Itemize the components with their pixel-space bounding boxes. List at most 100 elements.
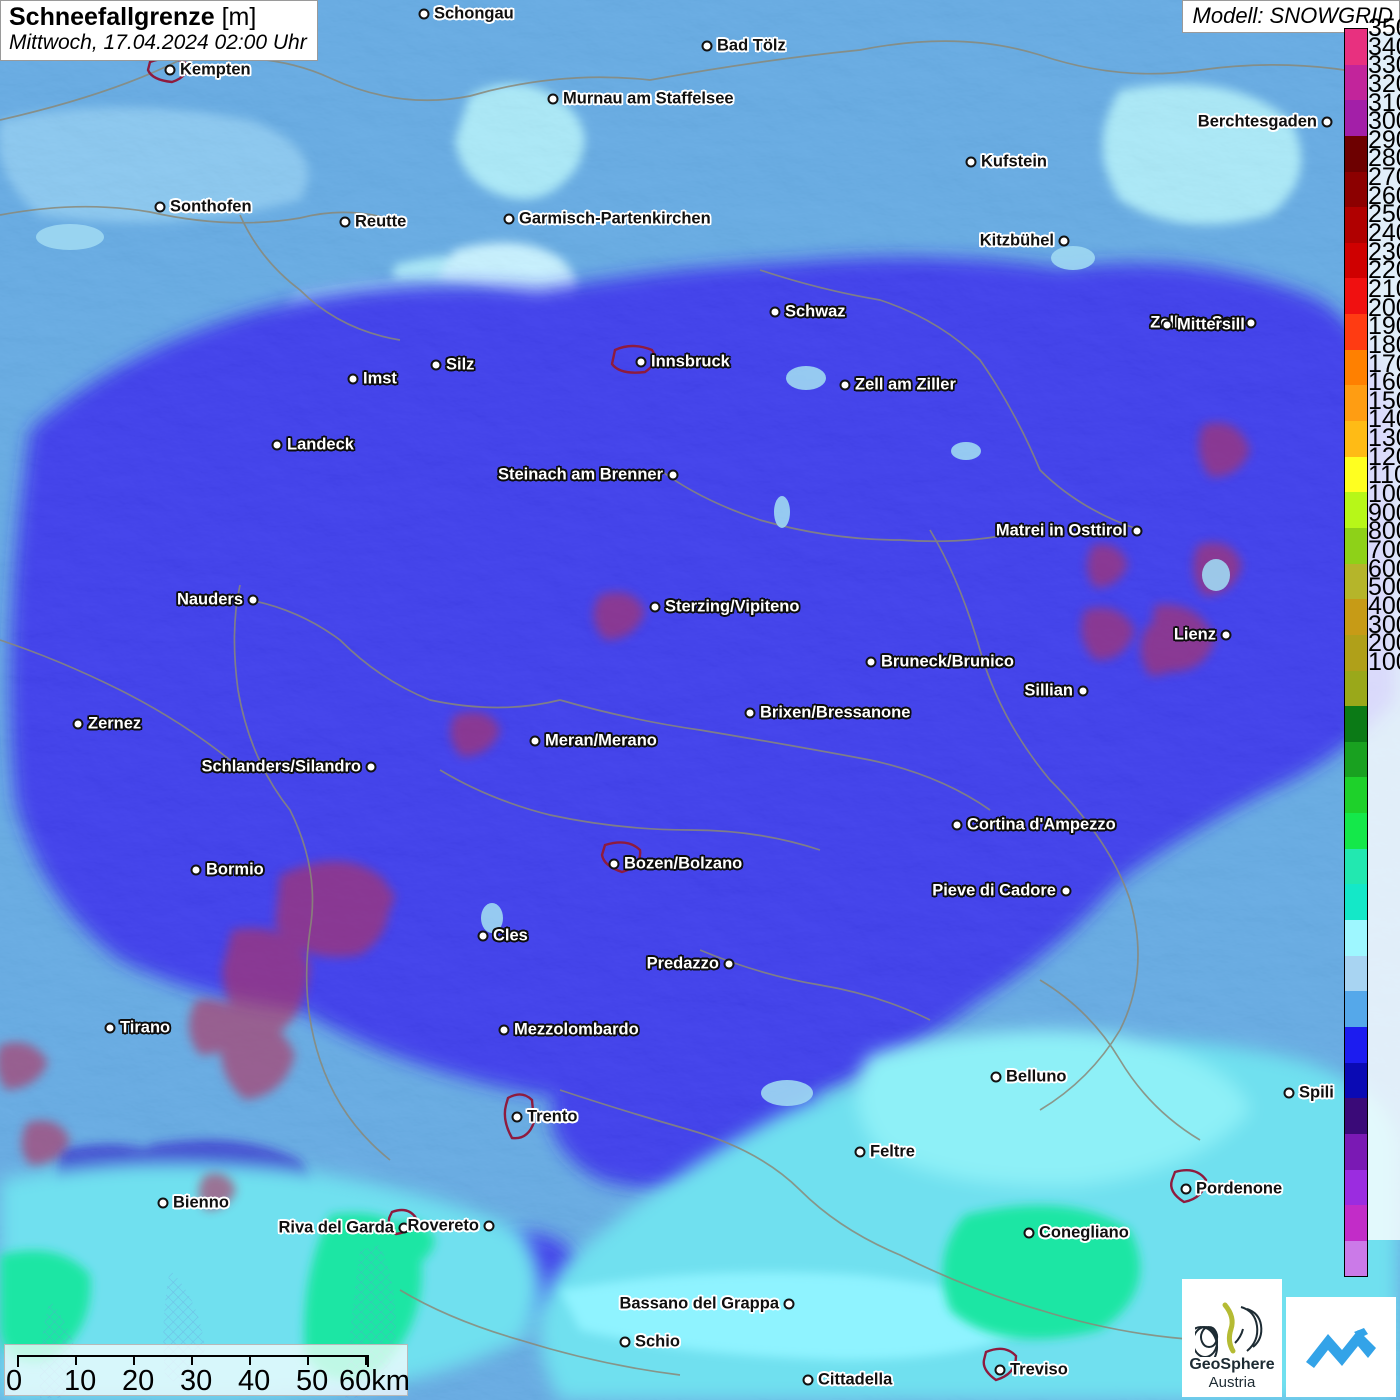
- legend-swatch-3300[interactable]: [1344, 100, 1368, 136]
- legend-tick-3400: 3400: [1368, 32, 1400, 61]
- city-dot-icon: [72, 718, 84, 730]
- city-dot-icon: [339, 216, 351, 228]
- legend-tick-2500: 2500: [1368, 200, 1400, 229]
- legend-swatch-2900[interactable]: [1344, 242, 1368, 279]
- city-dot-icon: [608, 858, 620, 870]
- legend-swatch-3400[interactable]: [1344, 64, 1368, 101]
- city-label: Sonthofen: [170, 197, 252, 216]
- scale-label-60km: 60km: [339, 1365, 410, 1397]
- city-dot-icon: [1023, 1227, 1035, 1239]
- scale-label-30: 30: [180, 1365, 213, 1397]
- legend-tick-600: 600: [1368, 554, 1400, 583]
- legend-tick-700: 700: [1368, 535, 1400, 564]
- color-scale-legend[interactable]: 3500340033003200310030002900280027002600…: [1318, 14, 1400, 1278]
- legend-swatch-2700[interactable]: [1344, 314, 1368, 350]
- legend-swatch-2800[interactable]: [1344, 278, 1368, 315]
- legend-tick-1200: 1200: [1368, 442, 1400, 471]
- legend-tick-1700: 1700: [1368, 349, 1400, 378]
- scale-label-50: 50: [296, 1365, 329, 1397]
- legend-tick-labels: 3500340033003200310030002900280027002600…: [1368, 14, 1400, 680]
- city-dot-icon: [511, 1111, 523, 1123]
- legend-swatch-2300[interactable]: [1344, 456, 1368, 493]
- city-dot-icon: [1321, 116, 1333, 128]
- legend-tick-400: 400: [1368, 591, 1400, 620]
- legend-swatch-2500[interactable]: [1344, 385, 1368, 422]
- city-dot-icon: [190, 864, 202, 876]
- scale-label-40: 40: [238, 1365, 271, 1397]
- legend-swatch-2000[interactable]: [1344, 563, 1368, 600]
- legend-tick-100: 100: [1368, 647, 1400, 676]
- city-dot-icon: [164, 64, 176, 76]
- legend-swatch-1900[interactable]: [1344, 599, 1368, 635]
- legend-swatch-100[interactable]: [1344, 1240, 1368, 1278]
- legend-swatch-200[interactable]: [1344, 1205, 1368, 1241]
- legend-tick-3300: 3300: [1368, 51, 1400, 80]
- city-label: Mittersill: [1177, 315, 1245, 334]
- legend-tick-500: 500: [1368, 573, 1400, 602]
- legend-swatch-3200[interactable]: [1344, 135, 1368, 172]
- city-dot-icon: [418, 8, 430, 20]
- legend-swatch-600[interactable]: [1344, 1062, 1368, 1099]
- city-label: Imst: [363, 369, 397, 388]
- city-label: Schlanders/Silandro: [201, 757, 361, 776]
- scale-tick-6: [365, 1355, 367, 1365]
- city-label: Bienno: [173, 1193, 229, 1212]
- legend-tick-1800: 1800: [1368, 330, 1400, 359]
- legend-swatch-500[interactable]: [1344, 1098, 1368, 1134]
- legend-swatch-2200[interactable]: [1344, 492, 1368, 528]
- city-dot-icon: [1060, 885, 1072, 897]
- legend-tick-2600: 2600: [1368, 181, 1400, 210]
- legend-swatch-300[interactable]: [1344, 1169, 1368, 1206]
- title-timestamp: Mittwoch, 17.04.2024 02:00 Uhr: [9, 31, 307, 54]
- scale-bar: 0 10 20 30 40 50 60km: [4, 1344, 410, 1397]
- legend-swatch-1600[interactable]: [1344, 706, 1368, 742]
- legend-swatch-800[interactable]: [1344, 991, 1368, 1027]
- legend-swatches: [1344, 28, 1368, 1278]
- city-dot-icon: [483, 1220, 495, 1232]
- legend-swatch-2100[interactable]: [1344, 527, 1368, 564]
- city-label: Kempten: [180, 60, 251, 79]
- legend-swatch-1200[interactable]: [1344, 848, 1368, 885]
- legend-swatch-1500[interactable]: [1344, 741, 1368, 778]
- legend-tick-1900: 1900: [1368, 312, 1400, 341]
- city-label: Landeck: [287, 435, 354, 454]
- legend-swatch-1700[interactable]: [1344, 670, 1368, 707]
- city-dot-icon: [965, 156, 977, 168]
- city-label: Zell am Ziller: [855, 375, 956, 394]
- legend-tick-2000: 2000: [1368, 293, 1400, 322]
- city-dot-icon: [529, 735, 541, 747]
- city-label: Kufstein: [981, 152, 1047, 171]
- legend-swatch-700[interactable]: [1344, 1026, 1368, 1063]
- city-label: Belluno: [1006, 1067, 1067, 1086]
- city-label: Bruneck/Brunico: [881, 652, 1014, 671]
- city-dot-icon: [503, 213, 515, 225]
- city-dot-icon: [865, 656, 877, 668]
- city-label: Cortina d'Ampezzo: [967, 815, 1116, 834]
- legend-swatch-3100[interactable]: [1344, 171, 1368, 208]
- legend-tick-1100: 1100: [1368, 461, 1400, 490]
- legend-swatch-3000[interactable]: [1344, 207, 1368, 243]
- city-dot-icon: [154, 201, 166, 213]
- legend-tick-1400: 1400: [1368, 405, 1400, 434]
- legend-swatch-1400[interactable]: [1344, 777, 1368, 814]
- legend-tick-3100: 3100: [1368, 88, 1400, 117]
- scale-label-0: 0: [6, 1365, 23, 1397]
- legend-swatch-2600[interactable]: [1344, 349, 1368, 386]
- city-dot-icon: [744, 707, 756, 719]
- city-dot-icon: [365, 761, 377, 773]
- legend-swatch-1800[interactable]: [1344, 634, 1368, 671]
- legend-swatch-2400[interactable]: [1344, 421, 1368, 457]
- legend-swatch-900[interactable]: [1344, 955, 1368, 992]
- legend-swatch-1100[interactable]: [1344, 884, 1368, 921]
- legend-swatch-1000[interactable]: [1344, 920, 1368, 956]
- city-dot-icon: [547, 93, 559, 105]
- legend-swatch-1300[interactable]: [1344, 813, 1368, 849]
- legend-swatch-400[interactable]: [1344, 1133, 1368, 1170]
- legend-swatch-3500[interactable]: [1344, 28, 1368, 65]
- legend-tick-800: 800: [1368, 517, 1400, 546]
- city-dot-icon: [1220, 629, 1232, 641]
- city-label: Spili: [1299, 1083, 1334, 1102]
- city-dot-icon: [1077, 685, 1089, 697]
